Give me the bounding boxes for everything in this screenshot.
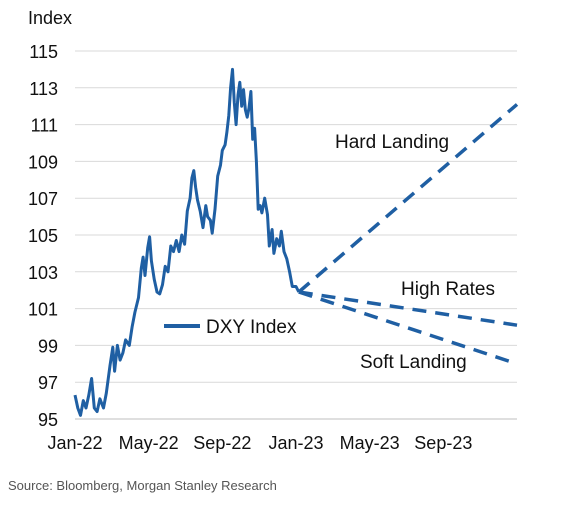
- y-axis-unit-label: Index: [28, 8, 73, 28]
- y-tick-label: 111: [31, 116, 58, 136]
- x-tick-label: Jan-22: [47, 433, 102, 453]
- y-tick-label: 101: [28, 300, 58, 320]
- y-tick-label: 109: [28, 152, 58, 172]
- x-tick-label: Jan-23: [268, 433, 323, 453]
- series-lines: [73, 67, 519, 417]
- y-tick-label: 97: [38, 373, 58, 393]
- series-line-high-rates: [298, 290, 518, 327]
- annotation-hard-landing: Hard Landing: [335, 132, 449, 153]
- scenario-annotations: Hard Landing High Rates Soft Landing: [335, 132, 495, 373]
- annotation-high-rates: High Rates: [401, 279, 495, 300]
- y-tick-labels: 95 97 99 101 103 105 107 109 111 113 115: [28, 42, 58, 430]
- legend: DXY Index: [164, 317, 297, 338]
- series-line-soft-landing: [298, 290, 518, 366]
- y-tick-label: 95: [38, 410, 58, 430]
- y-tick-label: 107: [28, 189, 58, 209]
- y-tick-label: 113: [29, 79, 58, 99]
- source-note: Source: Bloomberg, Morgan Stanley Resear…: [8, 478, 277, 493]
- legend-label-dxy-index: DXY Index: [206, 317, 297, 338]
- series-line-dxy-index: [73, 67, 301, 417]
- x-tick-label: May-22: [119, 433, 179, 453]
- y-tick-label: 115: [29, 42, 58, 62]
- y-tick-label: 105: [28, 226, 58, 246]
- x-tick-label: Sep-23: [414, 433, 472, 453]
- x-tick-label: Sep-22: [193, 433, 251, 453]
- y-tick-label: 99: [38, 336, 58, 356]
- annotation-soft-landing: Soft Landing: [360, 352, 467, 373]
- x-tick-label: May-23: [340, 433, 400, 453]
- y-tick-label: 103: [28, 263, 58, 283]
- series-line-hard-landing: [297, 103, 519, 294]
- x-tick-labels: Jan-22 May-22 Sep-22 Jan-23 May-23 Sep-23: [47, 433, 472, 453]
- gridlines: [75, 50, 517, 420]
